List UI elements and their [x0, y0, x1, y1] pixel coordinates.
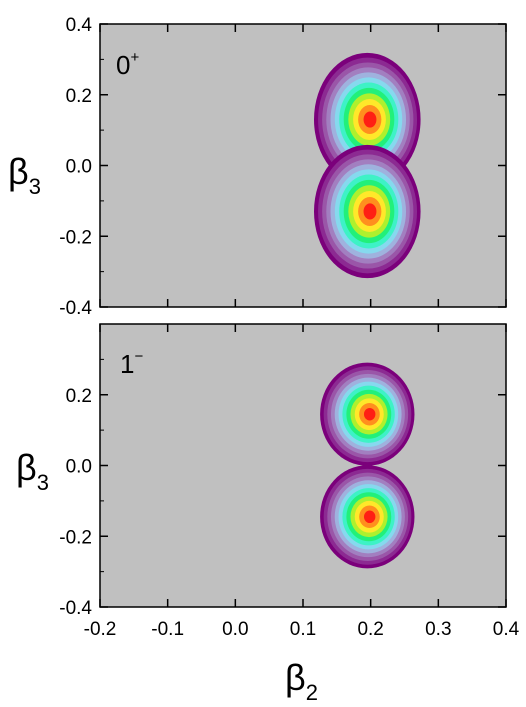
- plot-area-bottom: [100, 324, 506, 607]
- contour-level-12-peak-1: [363, 111, 377, 128]
- ticks-bottom: 0.20.0-0.2-0.4-0.2 -0.1 0.0 0.1 0.2 0.3 0.4: [59, 323, 520, 640]
- plot-area-top: [100, 24, 506, 307]
- xlabel: β2: [285, 657, 318, 705]
- x-tick-label: 0.3: [425, 619, 451, 640]
- ylabel-top: β3: [8, 151, 41, 199]
- x-tick-label: 0.4: [493, 619, 520, 640]
- x-tick-label: -0.2: [84, 619, 117, 640]
- contour-plot-bottom: [320, 362, 415, 569]
- panel-bottom: 0.20.0-0.2-0.4-0.2 -0.1 0.0 0.1 0.2 0.3 0.4 1−…: [16, 323, 520, 705]
- y-tick-label: 0.2: [66, 86, 92, 107]
- x-tick-label: -0.1: [151, 619, 184, 640]
- y-tick-label: 0.0: [66, 457, 92, 478]
- y-tick-label: -0.4: [59, 598, 92, 619]
- y-tick-label: -0.2: [59, 527, 92, 548]
- state-label-top: 0+: [116, 49, 139, 80]
- y-tick-label: -0.2: [59, 227, 92, 248]
- state-label-bottom: 1−: [120, 348, 143, 379]
- y-tick-label: -0.4: [59, 298, 92, 319]
- contour-level-12-peak-1: [363, 407, 376, 421]
- contour-level-12-peak-2: [363, 203, 377, 220]
- ylabel-bottom: β3: [16, 447, 49, 495]
- x-tick-label: 0.0: [222, 619, 248, 640]
- y-tick-label: 0.4: [66, 15, 93, 36]
- panel-top: 0.4 0.2 0.0 -0.2 -0.4 0+ β3: [8, 15, 507, 319]
- contour-plot-top: [313, 52, 421, 279]
- y-tick-label: 0.0: [66, 157, 92, 178]
- y-tick-label: 0.2: [66, 386, 92, 407]
- ticks-top: 0.4 0.2 0.0 -0.2 -0.4: [59, 15, 507, 319]
- contour-level-12-peak-2: [363, 510, 376, 524]
- x-tick-label: 0.2: [357, 619, 383, 640]
- x-tick-label: 0.1: [290, 619, 316, 640]
